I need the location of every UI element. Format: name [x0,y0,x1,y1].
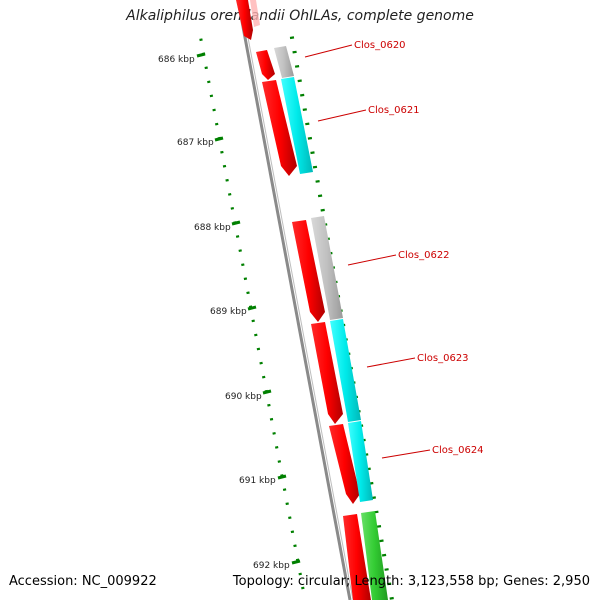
ruler-tick [277,460,282,463]
ruler-tick [387,582,392,586]
cds-feature-clos0620 [256,50,275,80]
map-title: Alkaliphilus oremlandii OhILAs, complete… [126,8,474,24]
ruler-tick [259,361,263,365]
ruler-tick [251,319,255,323]
kbp-label: 688 kbp [194,223,231,233]
accession-text: Accession: NC_009922 [9,574,157,589]
cds-feature-partial [236,0,253,40]
ruler-tick [269,417,274,421]
kbp-label: 690 kbp [225,392,262,402]
gene-labels: Clos_0620 Clos_0621 Clos_0622 Clos_0623 … [354,40,484,456]
ruler-tick [302,108,307,111]
ruler-tick [235,235,240,238]
ruler-tick [305,122,310,126]
ruler-tick [272,432,276,435]
cds-strand-partial [250,0,260,27]
ruler-tick [241,263,245,267]
ruler-tick [289,36,295,40]
ruler-tick [307,136,313,140]
ruler-tick [227,193,232,196]
ruler-tick [238,249,242,252]
ruler-tick [267,403,271,407]
kbp-label: 691 kbp [239,476,276,486]
gene-clos0620 [274,46,294,78]
gene-clos0623 [330,319,361,422]
callout-lines [304,44,431,459]
ruler-tick [199,38,203,42]
ruler-tick [261,375,266,379]
ruler-tick [376,525,382,528]
ruler-tick [282,488,287,491]
gene-clos0622 [311,216,343,320]
ruler-tick [290,530,295,534]
ruler-tick [285,502,289,506]
cds-feature-clos0621 [262,80,297,176]
ruler-tick [246,291,250,295]
gene-green-bottom [361,511,388,600]
genome-backbone [236,0,352,600]
kbp-label: 692 kbp [253,561,290,571]
ruler-tick [254,333,258,337]
gene-label-clos0624: Clos_0624 [432,445,484,456]
cds-feature-clos0624 [329,424,360,504]
ruler-tick [274,446,279,449]
ruler-tick [256,347,261,351]
kbp-label: 687 kbp [177,138,214,148]
ruler-tick [295,558,300,562]
ruler-tick [300,93,305,97]
ruler-tick [320,208,325,212]
genome-backbone-shadow [240,0,354,600]
gene-clos0621 [281,77,313,174]
ruler-tick [381,553,387,557]
ruler-tick [389,596,394,600]
ruler-tick [207,80,211,84]
ruler-tick [209,94,214,98]
ruler-tick [204,66,208,70]
cds-feature-bottom [343,514,371,600]
gene-label-clos0622: Clos_0622 [398,250,450,261]
major-ticks [196,52,301,565]
ruler-tick [292,50,297,54]
ruler-tick [298,572,302,576]
ruler-tick [297,79,302,83]
gene-label-clos0623: Clos_0623 [417,353,469,364]
ruler-tick [230,207,235,210]
ruler-tick [317,194,323,198]
ruler-tick [220,150,224,154]
ruler-tick [310,151,315,155]
gene-label-clos0620: Clos_0620 [354,40,406,51]
ruler-tick [294,65,300,68]
genome-summary-text: Topology: circular; Length: 3,123,558 bp… [232,574,590,589]
ruler-tick [301,586,305,590]
ruler-tick [315,180,320,183]
ruler-tick [214,122,219,126]
kbp-labels: 686 kbp 687 kbp 688 kbp 689 kbp 690 kbp … [158,55,290,571]
kbp-label: 689 kbp [210,307,247,317]
cds-feature-clos0622 [292,220,325,322]
ruler-tick [379,539,384,543]
gene-label-clos0621: Clos_0621 [368,105,420,116]
ruler-tick [225,178,229,182]
cds-feature-clos0623 [311,322,343,424]
kbp-label: 686 kbp [158,55,195,65]
ruler-tick [222,164,227,168]
ruler-tick [293,544,297,548]
ruler-tick [212,108,216,112]
ruler-tick [384,568,389,571]
gene-clos0624 [348,421,373,502]
ruler-tick [288,516,292,520]
ruler-tick [243,277,248,281]
ruler-tick [312,165,318,169]
